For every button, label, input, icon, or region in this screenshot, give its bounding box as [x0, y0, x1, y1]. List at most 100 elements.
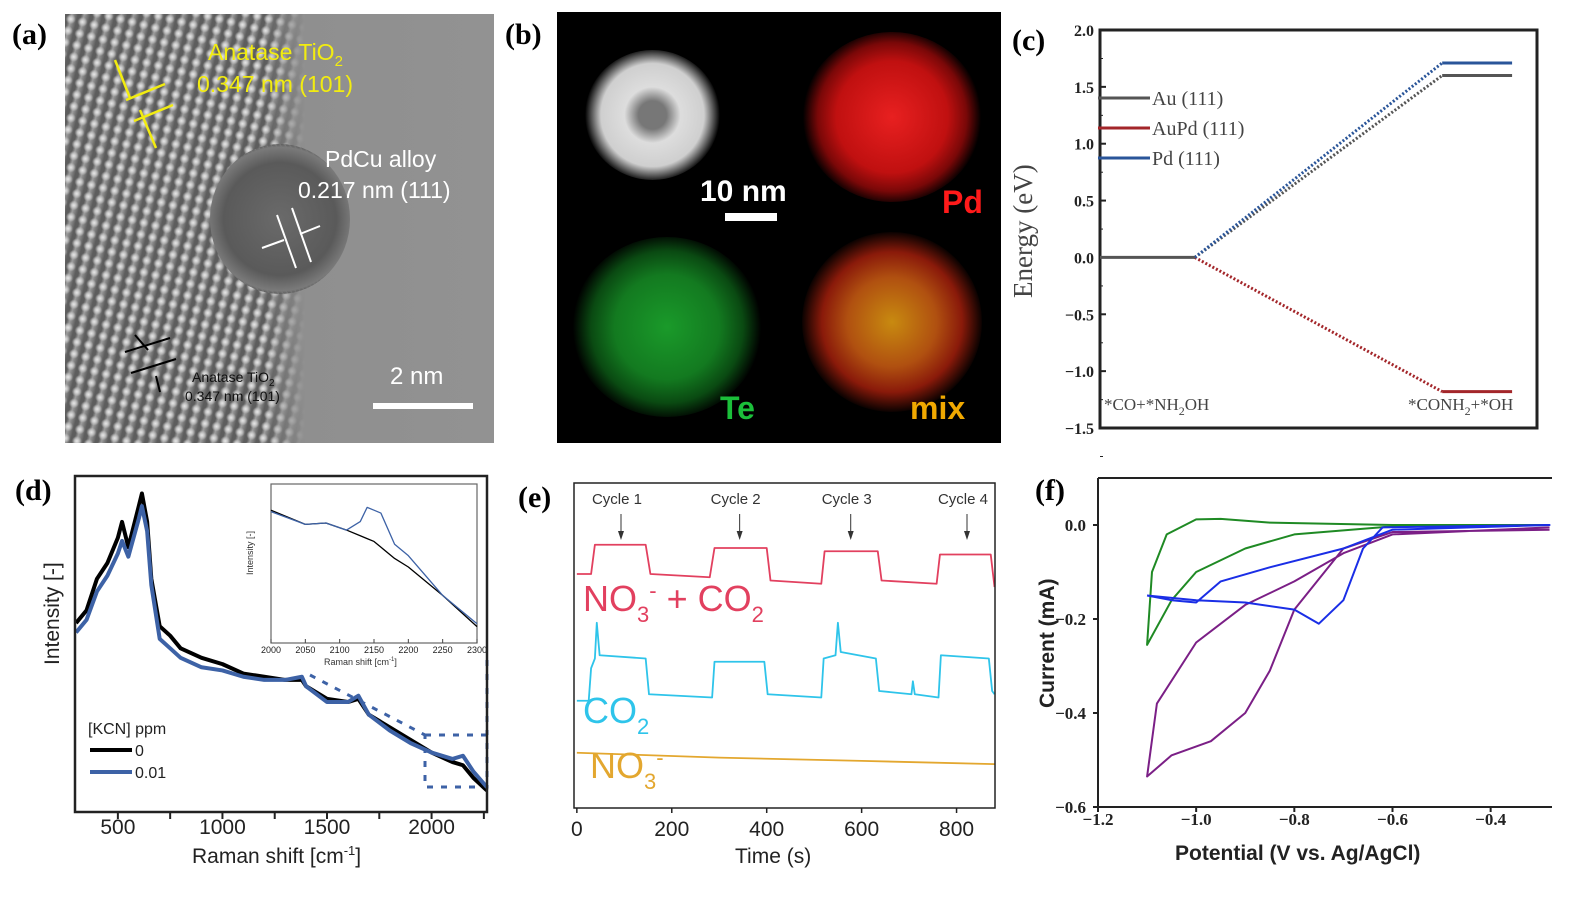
scale-bar-b: [725, 213, 777, 221]
panel-b-annotations: 10 nm Pd Te mix: [700, 175, 983, 426]
e-plot-frame: [573, 482, 996, 809]
black-spacing-marker: [124, 334, 177, 393]
f-xtick-label: −0.6: [1377, 810, 1408, 829]
c-state-final: *CONH2+*OH: [1408, 395, 1513, 418]
f-xtick-label: −0.8: [1279, 810, 1310, 829]
e-xtick-label: 200: [654, 818, 689, 841]
d-xtick-label: 1500: [304, 816, 351, 839]
e-cycle-label: Cycle 3: [822, 491, 872, 508]
alloy-label: PdCu alloy: [325, 146, 437, 172]
c-ytick-label: 2.0: [1074, 23, 1094, 40]
d-inset-xtick-label: 2300: [467, 645, 487, 655]
c-connector: [1193, 74, 1444, 259]
te-map: [572, 237, 762, 417]
f-cv-curve-0: [1146, 517, 1550, 646]
d-inset-xtick-label: 2050: [295, 645, 315, 655]
d-inset-xtick-label: 2200: [398, 645, 418, 655]
e-xtick-label: 600: [844, 818, 879, 841]
c-ytick-label: −1.0: [1065, 364, 1094, 381]
chart-marks: 2.0 1.5 1.0 0.5 0.0 −0.5 −1.0 −1.5 Au (111) AuPd …: [73, 23, 1552, 841]
d-inset-xtick-label: 2100: [330, 645, 350, 655]
f-xtick-label: −1.2: [1083, 810, 1114, 829]
white-spacing-marker: [261, 207, 321, 269]
d-xtick-label: 500: [100, 816, 135, 839]
f-ytick-label: 0.0: [1065, 516, 1086, 535]
e-series-line-1: [576, 621, 996, 702]
f-xtick-label: −0.4: [1475, 810, 1506, 829]
d-inset-xtick-label: 2150: [364, 645, 384, 655]
panel-label-a: (a): [12, 18, 47, 51]
f-ytick-label: −0.2: [1055, 610, 1086, 629]
c-legend-label: Pd (111): [1152, 148, 1220, 170]
c-ytick-label: 0.0: [1074, 250, 1094, 267]
d-zoom-indicator: [309, 660, 489, 789]
e-cycle-arrowhead: [963, 531, 970, 540]
f-xlabel: Potential (V vs. Ag/AgCl): [1175, 842, 1420, 865]
c-ytick-label: −0.5: [1065, 307, 1094, 324]
f-cv-curve-1: [1146, 526, 1550, 778]
alloy-spacing: 0.217 nm (111): [298, 177, 451, 203]
d-legend-label-1: 0.01: [135, 765, 166, 782]
e-series-label-no3: NO3-: [590, 745, 664, 794]
e-series-label-no3-co2: NO3- + CO2: [583, 578, 764, 627]
d-plot-frame: [73, 474, 489, 814]
e-series-line-0: [576, 543, 996, 588]
anatase-bottom-label: Anatase TiO2: [192, 369, 275, 389]
e-cycle-label: Cycle 4: [938, 491, 988, 508]
e-xtick-label: 0: [571, 818, 583, 841]
panel-a-annotations: Anatase TiO2 0.347 nm (101) PdCu alloy 0…: [113, 39, 473, 409]
c-connector: [1193, 61, 1444, 259]
d-series-line-0: [74, 491, 489, 792]
yellow-spacing-marker: [113, 59, 174, 149]
e-xtick-label: 400: [749, 818, 784, 841]
c-ytick-label: 0.5: [1074, 194, 1094, 211]
e-series-line-2: [576, 751, 995, 766]
d-series-line-0.01: [74, 504, 489, 789]
d-ylabel: Intensity [-]: [41, 562, 64, 665]
d-inset-ylabel: Intensity [-]: [245, 531, 255, 575]
c-ytick-label: 1.5: [1074, 80, 1094, 97]
mix-label: mix: [910, 390, 965, 426]
d-xlabel: Raman shift [cm-1]: [192, 843, 361, 868]
e-cycle-arrowhead: [617, 531, 624, 540]
anatase-bottom-spacing: 0.347 nm (101): [185, 388, 280, 404]
c-connector: [1194, 256, 1443, 393]
f-ylabel: Current (mA): [1036, 579, 1059, 709]
f-xtick-label: −1.0: [1181, 810, 1212, 829]
d-xtick-label: 1000: [199, 816, 246, 839]
c-ytick-label: −1.5: [1065, 421, 1094, 438]
f-ytick-label: −0.6: [1055, 798, 1086, 817]
e-cycle-label: Cycle 1: [592, 491, 642, 508]
pd-label: Pd: [942, 184, 983, 220]
f-cv-curve-2: [1146, 524, 1551, 625]
panel-label-d: (d): [15, 474, 52, 507]
e-cycle-arrowhead: [847, 531, 854, 540]
d-inset-xtick-label: 2000: [261, 645, 281, 655]
d-inset-line-0.01: [270, 506, 478, 625]
e-xtick-label: 800: [939, 818, 974, 841]
c-ylabel: Energy (eV): [1008, 164, 1038, 298]
panel-label-f: (f): [1035, 474, 1065, 507]
f-ytick-label: −0.4: [1055, 704, 1086, 723]
c-ytick-label: 1.0: [1074, 137, 1094, 154]
scale-bar-a: [373, 403, 473, 409]
panel-label-c: (c): [1012, 24, 1045, 57]
pd-map: [802, 32, 982, 202]
d-legend-title: [KCN] ppm: [88, 721, 166, 738]
d-inset-xtick-label: 2250: [433, 645, 453, 655]
scale-label-a: 2 nm: [390, 363, 443, 390]
mix-map: [802, 232, 982, 412]
e-cycle-label: Cycle 2: [711, 491, 761, 508]
d-xtick-label: 2000: [408, 816, 455, 839]
scale-label-b: 10 nm: [700, 175, 787, 208]
d-legend-label-0: 0: [135, 743, 144, 760]
e-xlabel: Time (s): [735, 845, 811, 868]
e-series-label-co2: CO2: [583, 690, 649, 739]
c-state-initial: *CO+*NH2OH: [1104, 395, 1209, 418]
e-cycle-arrowhead: [736, 531, 743, 540]
haadf-particle: [585, 50, 720, 180]
anatase-top-label: Anatase TiO2: [208, 39, 343, 70]
pdcu-particle: [210, 144, 350, 294]
